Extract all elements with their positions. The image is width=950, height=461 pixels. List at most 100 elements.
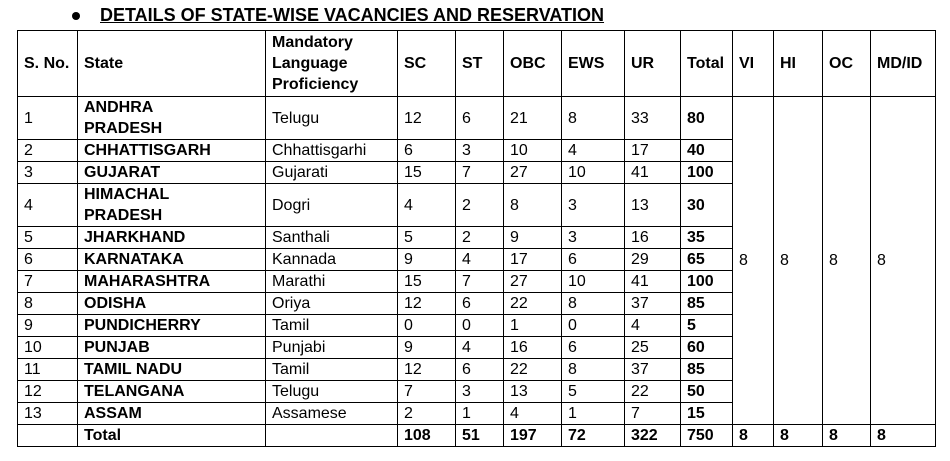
table-cell: 25	[624, 336, 681, 359]
table-cell: 15	[397, 270, 456, 293]
table-cell: 12	[397, 292, 456, 315]
table-cell: 4	[17, 183, 78, 227]
table-cell: 60	[680, 336, 733, 359]
header-cell: UR	[624, 30, 681, 97]
table-cell: 22	[503, 292, 562, 315]
header-cell: Total	[680, 30, 733, 97]
table-cell: Marathi	[265, 270, 398, 293]
table-cell: 100	[680, 161, 733, 184]
table-cell: 65	[680, 248, 733, 271]
table-cell: 0	[455, 314, 504, 337]
bullet	[72, 12, 80, 20]
table-cell: 13	[17, 402, 78, 425]
table-cell: 2	[455, 183, 504, 227]
table-cell: 16	[624, 226, 681, 249]
table-cell: 15	[680, 402, 733, 425]
table-cell: Dogri	[265, 183, 398, 227]
table-cell: TAMIL NADU	[77, 358, 266, 381]
table-cell: 4	[397, 183, 456, 227]
table-cell: 85	[680, 292, 733, 315]
header-cell: HI	[773, 30, 823, 97]
table-cell: 22	[503, 358, 562, 381]
table-cell: 8	[561, 358, 625, 381]
merged-cell: 8	[773, 96, 823, 425]
merged-cell: 8	[822, 96, 871, 425]
table-cell: 33	[624, 96, 681, 140]
table-cell: 10	[561, 161, 625, 184]
table-cell: JHARKHAND	[77, 226, 266, 249]
table-cell: 4	[503, 402, 562, 425]
table-cell: 7	[624, 402, 681, 425]
table-cell: 85	[680, 358, 733, 381]
total-cell: 8	[732, 424, 774, 447]
table-cell: 1	[561, 402, 625, 425]
header-cell: State	[77, 30, 266, 97]
table-cell: 6	[455, 292, 504, 315]
total-cell: 8	[773, 424, 823, 447]
vacancy-table: S. No. State Mandatory Language Proficienc…	[17, 30, 936, 447]
table-cell: 2	[397, 402, 456, 425]
table-cell: 9	[397, 336, 456, 359]
table-cell: Assamese	[265, 402, 398, 425]
total-cell: 72	[561, 424, 625, 447]
table-cell: 1	[503, 314, 562, 337]
table-cell: 6	[17, 248, 78, 271]
table-cell: 40	[680, 139, 733, 162]
header-cell: OC	[822, 30, 871, 97]
table-cell: KARNATAKA	[77, 248, 266, 271]
table-cell: 0	[397, 314, 456, 337]
table-cell: 8	[561, 292, 625, 315]
table-cell: Tamil	[265, 314, 398, 337]
table-row: 4 HIMACHAL PRADESH Dogri 4 2 8 3 13 30	[17, 183, 936, 227]
table-cell: 7	[455, 270, 504, 293]
table-cell: 9	[397, 248, 456, 271]
table-cell: 30	[680, 183, 733, 227]
table-cell: 80	[680, 96, 733, 140]
table-row: 9 PUNDICHERRY Tamil 0 0 1 0 4 5	[17, 314, 936, 337]
table-row: 1 ANDHRA PRADESH Telugu 12 6 21 8 33 80 8 8 8 8	[17, 96, 936, 425]
table-cell: Telugu	[265, 96, 398, 140]
table-row: 11 TAMIL NADU Tamil 12 6 22 8 37 85	[17, 358, 936, 381]
table-row: 2 CHHATTISGARH Chhattisgarhi 6 3 10 4 17 40	[17, 139, 936, 162]
header-cell: VI	[732, 30, 774, 97]
table-cell: 16	[503, 336, 562, 359]
table-cell: 9	[503, 226, 562, 249]
table-cell: CHHATTISGARH	[77, 139, 266, 162]
table-cell: 3	[561, 183, 625, 227]
table-cell: 13	[503, 380, 562, 403]
table-cell: 1	[17, 96, 78, 140]
heading-text: DETAILS OF STATE-WISE VACANCIES AND RESE…	[100, 5, 605, 25]
empty-cell	[265, 424, 398, 447]
table-cell: TELANGANA	[77, 380, 266, 403]
table-cell: ODISHA	[77, 292, 266, 315]
table-cell: 7	[397, 380, 456, 403]
table-cell: 100	[680, 270, 733, 293]
table-cell: 9	[17, 314, 78, 337]
table-cell: 6	[561, 248, 625, 271]
table-cell: 8	[561, 96, 625, 140]
table-cell: Kannada	[265, 248, 398, 271]
table-cell: 5	[680, 314, 733, 337]
total-row: Total 108 51 197 72 322 750 8 8 8 8	[17, 424, 936, 447]
table-cell: 13	[624, 183, 681, 227]
table-cell: PUNDICHERRY	[77, 314, 266, 337]
total-cell: 8	[822, 424, 871, 447]
header-cell: Mandatory Language Proficiency	[265, 30, 398, 97]
merged-cell: 8	[732, 96, 774, 425]
table-cell: 6	[397, 139, 456, 162]
header-cell: EWS	[561, 30, 625, 97]
table-cell: 2	[17, 139, 78, 162]
table-cell: 3	[455, 139, 504, 162]
table-cell: 4	[455, 248, 504, 271]
table-cell: GUJARAT	[77, 161, 266, 184]
table-cell: 17	[503, 248, 562, 271]
table-cell: 12	[17, 380, 78, 403]
table-cell: 41	[624, 270, 681, 293]
table-cell: 3	[17, 161, 78, 184]
table-row: 7 MAHARASHTRA Marathi 15 7 27 10 41 100	[17, 270, 936, 293]
table-cell: 1	[455, 402, 504, 425]
table-cell: ANDHRA PRADESH	[77, 96, 266, 140]
table-cell: 17	[624, 139, 681, 162]
table-cell: 15	[397, 161, 456, 184]
